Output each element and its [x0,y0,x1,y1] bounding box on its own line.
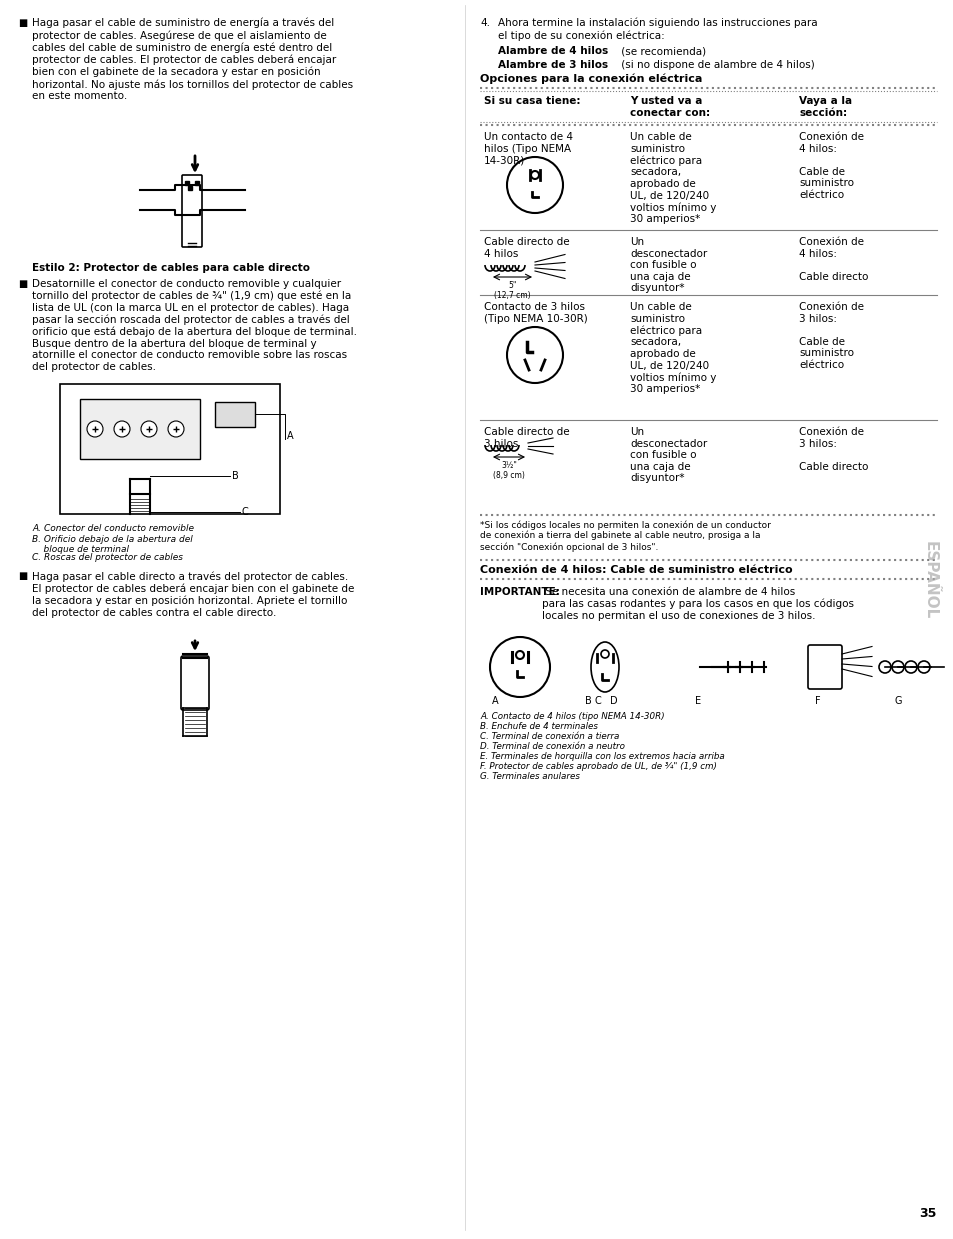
Circle shape [904,660,916,673]
Circle shape [917,660,929,673]
Text: C. Roscas del protector de cables: C. Roscas del protector de cables [32,553,183,563]
Text: C. Terminal de conexión a tierra: C. Terminal de conexión a tierra [479,732,618,741]
Text: Conexión de 4 hilos: Cable de suministro eléctrico: Conexión de 4 hilos: Cable de suministro… [479,565,792,575]
Text: Un
desconectador
con fusible o
una caja de
disyuntor*: Un desconectador con fusible o una caja … [630,427,707,483]
Text: (si no dispone de alambre de 4 hilos): (si no dispone de alambre de 4 hilos) [618,59,814,69]
Text: A: A [287,431,294,441]
Text: 5"
(12,7 cm): 5" (12,7 cm) [494,281,530,300]
Text: Un contacto de 4
hilos (Tipo NEMA
14-30R): Un contacto de 4 hilos (Tipo NEMA 14-30R… [483,133,573,165]
FancyBboxPatch shape [181,655,209,710]
Text: Haga pasar el cable de suministro de energía a través del
protector de cables. A: Haga pasar el cable de suministro de ene… [32,19,353,102]
Text: A. Contacto de 4 hilos (tipo NEMA 14-30R): A. Contacto de 4 hilos (tipo NEMA 14-30R… [479,712,664,721]
Text: D: D [609,696,617,706]
Text: Ahora termine la instalación siguiendo las instrucciones para
el tipo de su cone: Ahora termine la instalación siguiendo l… [497,19,817,41]
Text: Se necesita una conexión de alambre de 4 hilos
para las casas rodantes y para lo: Se necesita una conexión de alambre de 4… [541,587,853,621]
Text: Conexión de
3 hilos:

Cable directo: Conexión de 3 hilos: Cable directo [799,427,868,472]
Text: F. Protector de cables aprobado de UL, de ¾" (1,9 cm): F. Protector de cables aprobado de UL, d… [479,762,716,771]
Text: Un
desconectador
con fusible o
una caja de
disyuntor*: Un desconectador con fusible o una caja … [630,237,707,294]
Circle shape [113,421,130,437]
Text: (se recomienda): (se recomienda) [618,46,705,56]
Text: Desatornille el conector de conducto removible y cualquier
tornillo del protecto: Desatornille el conector de conducto rem… [32,279,356,372]
Text: ■: ■ [18,19,28,28]
Text: G. Terminales anulares: G. Terminales anulares [479,772,579,781]
Circle shape [168,421,184,437]
Text: 35: 35 [919,1207,936,1220]
Text: E: E [695,696,700,706]
FancyBboxPatch shape [80,399,200,458]
Text: Alambre de 4 hilos: Alambre de 4 hilos [497,46,608,56]
Text: Un cable de
suministro
eléctrico para
secadora,
aprobado de
UL, de 120/240
volti: Un cable de suministro eléctrico para se… [630,133,716,224]
Circle shape [506,157,562,213]
Circle shape [490,637,550,698]
Circle shape [531,171,538,178]
Text: Contacto de 3 hilos
(Tipo NEMA 10-30R): Contacto de 3 hilos (Tipo NEMA 10-30R) [483,302,587,323]
Text: ■: ■ [18,571,28,581]
Text: ■: ■ [18,279,28,289]
Circle shape [878,660,890,673]
FancyBboxPatch shape [182,175,202,247]
Text: *Si los códigos locales no permiten la conexión de un conductor
de conexión a ti: *Si los códigos locales no permiten la c… [479,520,770,551]
Text: E. Terminales de horquilla con los extremos hacia arriba: E. Terminales de horquilla con los extre… [479,752,724,761]
Circle shape [600,650,608,658]
Text: B: B [232,471,238,481]
Text: Haga pasar el cable directo a través del protector de cables.
El protector de ca: Haga pasar el cable directo a través del… [32,571,354,617]
Text: B. Orificio debajo de la abertura del
    bloque de terminal: B. Orificio debajo de la abertura del bl… [32,535,193,554]
Text: Vaya a la
sección:: Vaya a la sección: [799,95,852,118]
Circle shape [506,327,562,383]
Text: Si su casa tiene:: Si su casa tiene: [483,95,579,107]
Text: Cable directo de
3 hilos: Cable directo de 3 hilos [483,427,569,449]
Text: Conexión de
4 hilos:

Cable directo: Conexión de 4 hilos: Cable directo [799,237,868,281]
FancyBboxPatch shape [807,646,841,689]
Text: B. Enchufe de 4 terminales: B. Enchufe de 4 terminales [479,722,598,731]
Text: A. Conector del conducto removible: A. Conector del conducto removible [32,524,193,533]
Text: Alambre de 3 hilos: Alambre de 3 hilos [497,59,607,69]
Text: Conexión de
3 hilos:

Cable de
suministro
eléctrico: Conexión de 3 hilos: Cable de suministro… [799,302,863,370]
Text: Estilo 2: Protector de cables para cable directo: Estilo 2: Protector de cables para cable… [32,263,310,273]
Ellipse shape [590,642,618,693]
Circle shape [516,650,523,659]
Text: Conexión de
4 hilos:

Cable de
suministro
eléctrico: Conexión de 4 hilos: Cable de suministro… [799,133,863,199]
Text: B: B [584,696,591,706]
Text: Cable directo de
4 hilos: Cable directo de 4 hilos [483,237,569,259]
Text: 3½"
(8,9 cm): 3½" (8,9 cm) [493,461,524,481]
Text: C: C [242,507,249,517]
Text: C: C [595,696,601,706]
Circle shape [891,660,903,673]
Circle shape [141,421,157,437]
Text: IMPORTANTE:: IMPORTANTE: [479,587,559,597]
Text: D. Terminal de conexión a neutro: D. Terminal de conexión a neutro [479,742,624,751]
Text: 4.: 4. [479,19,490,28]
Text: A: A [491,696,497,706]
FancyBboxPatch shape [60,384,280,514]
Circle shape [87,421,103,437]
Text: Opciones para la conexión eléctrica: Opciones para la conexión eléctrica [479,74,701,84]
Text: Un cable de
suministro
eléctrico para
secadora,
aprobado de
UL, de 120/240
volti: Un cable de suministro eléctrico para se… [630,302,716,394]
Text: G: G [894,696,902,706]
Text: ESPAÑOL: ESPAÑOL [922,541,937,620]
Text: F: F [814,696,820,706]
FancyBboxPatch shape [214,401,254,427]
Text: Y usted va a
conectar con:: Y usted va a conectar con: [630,95,710,118]
